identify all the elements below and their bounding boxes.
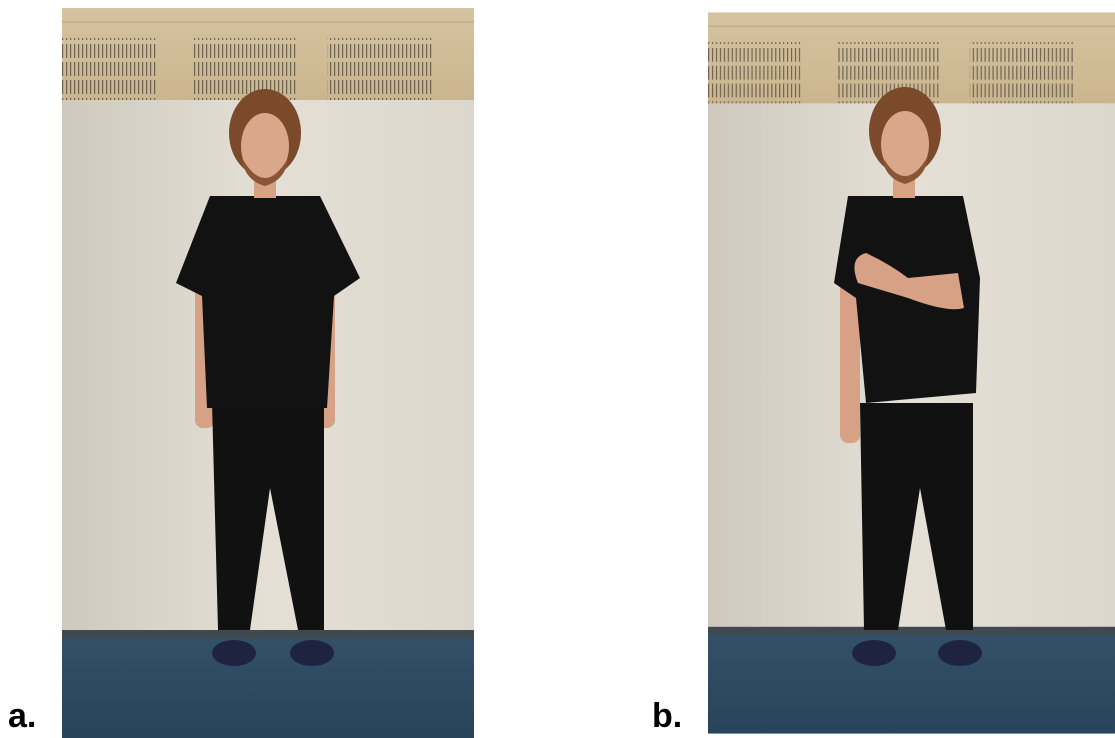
photo-b: [708, 12, 1115, 733]
photo-a: [62, 8, 474, 738]
figure: a. b.: [0, 0, 1115, 738]
panel-label: a.: [8, 697, 36, 735]
panel-label: b.: [652, 697, 682, 735]
